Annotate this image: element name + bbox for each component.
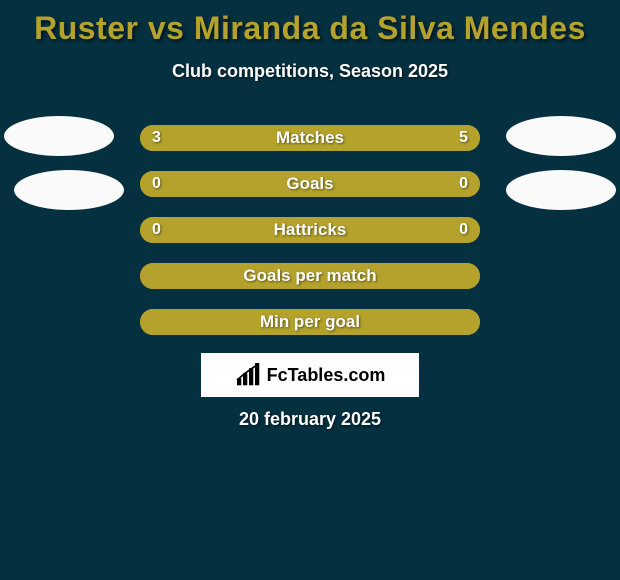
stat-value-left: 3 bbox=[152, 125, 161, 151]
chart-icon bbox=[235, 363, 263, 387]
stat-label: Matches bbox=[140, 125, 480, 151]
stat-value-left: 0 bbox=[152, 217, 161, 243]
stat-row: Min per goal bbox=[140, 309, 480, 335]
stat-row: Hattricks0 0 bbox=[140, 217, 480, 243]
stat-row: Goals per match bbox=[140, 263, 480, 289]
date-label: 20 february 2025 bbox=[0, 409, 620, 430]
subtitle: Club competitions, Season 2025 bbox=[0, 61, 620, 82]
stat-row: Goals0 0 bbox=[140, 171, 480, 197]
stat-value-left: 0 bbox=[152, 171, 161, 197]
stat-value-right: 5 bbox=[459, 125, 468, 151]
stat-label: Min per goal bbox=[140, 309, 480, 335]
stat-row: Matches3 5 bbox=[140, 125, 480, 151]
stat-label: Goals bbox=[140, 171, 480, 197]
stat-value-right: 0 bbox=[459, 171, 468, 197]
page-title: Ruster vs Miranda da Silva Mendes bbox=[0, 0, 620, 47]
player-avatar-right-1 bbox=[506, 116, 616, 156]
player-avatar-left-1 bbox=[4, 116, 114, 156]
player-avatar-left-2 bbox=[14, 170, 124, 210]
stat-label: Goals per match bbox=[140, 263, 480, 289]
stat-bars: Matches35Goals00Hattricks00Goals per mat… bbox=[140, 125, 480, 355]
watermark-text: FcTables.com bbox=[267, 365, 386, 386]
watermark: FcTables.com bbox=[201, 353, 419, 397]
player-avatar-right-2 bbox=[506, 170, 616, 210]
stat-label: Hattricks bbox=[140, 217, 480, 243]
stat-value-right: 0 bbox=[459, 217, 468, 243]
comparison-infographic: Ruster vs Miranda da Silva Mendes Club c… bbox=[0, 0, 620, 580]
